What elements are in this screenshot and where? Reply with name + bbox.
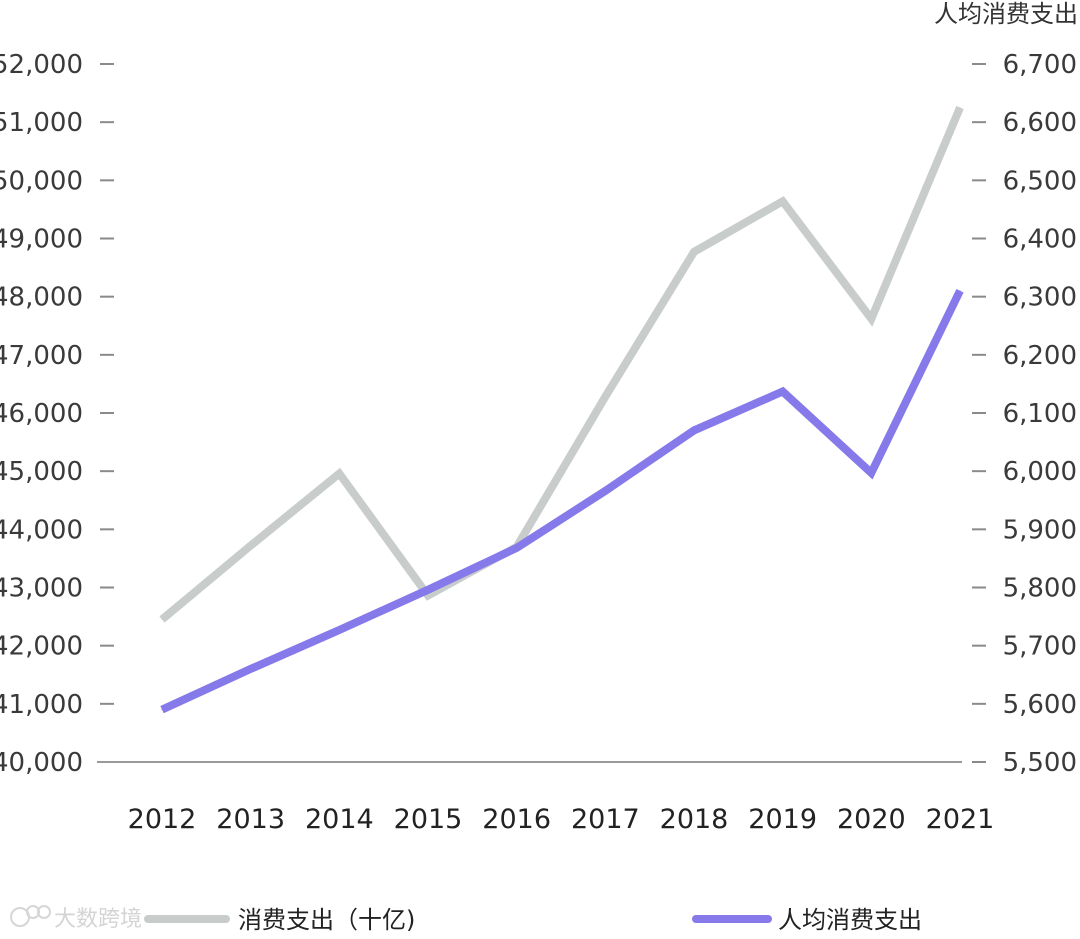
data-point-total xyxy=(693,251,695,253)
series-line-per-capita xyxy=(160,289,964,714)
data-point-per-capita xyxy=(604,490,606,492)
series-layer xyxy=(159,106,964,714)
right-tick-label: 6,600 xyxy=(1003,108,1077,138)
data-point-per-capita xyxy=(693,429,695,431)
left-tick-label: 52,000 xyxy=(0,50,83,80)
right-tick-label: 5,500 xyxy=(1003,748,1077,778)
x-tick-label: 2016 xyxy=(482,804,551,835)
data-point-total xyxy=(870,318,872,320)
right-tick-label: 6,200 xyxy=(1003,341,1077,371)
watermark-logo-icon xyxy=(10,905,51,927)
data-point-per-capita xyxy=(161,709,163,711)
legend-item-per-capita: 人均消费支出 xyxy=(692,906,922,934)
data-point-total xyxy=(250,545,252,547)
left-tick-label: 51,000 xyxy=(0,108,83,138)
x-tick-label: 2017 xyxy=(571,804,640,835)
right-tick-label: 6,100 xyxy=(1003,399,1077,429)
left-tick-label: 44,000 xyxy=(0,515,83,545)
x-tick-label: 2018 xyxy=(660,804,729,835)
x-tick-label: 2012 xyxy=(128,804,197,835)
data-point-total xyxy=(959,107,961,109)
legend-item-total: 消费支出（十亿) xyxy=(144,906,415,934)
data-point-per-capita xyxy=(782,390,784,392)
left-tick-label: 43,000 xyxy=(0,574,83,604)
data-point-per-capita xyxy=(427,589,429,591)
series-line-total xyxy=(159,106,964,623)
right-tick-label: 6,400 xyxy=(1003,225,1077,255)
right-tick-label: 6,300 xyxy=(1003,283,1077,313)
right-tick-label: 5,900 xyxy=(1003,515,1077,545)
watermark-text: 大数跨境 xyxy=(54,907,142,932)
left-tick-label: 46,000 xyxy=(0,399,83,429)
x-tick-label: 2014 xyxy=(305,804,374,835)
right-tick-label: 6,000 xyxy=(1003,457,1077,487)
x-tick-label: 2021 xyxy=(926,804,995,835)
left-tick-label: 45,000 xyxy=(0,457,83,487)
data-point-per-capita xyxy=(250,668,252,670)
legend-label-per-capita: 人均消费支出 xyxy=(778,906,922,934)
x-tick-label: 2019 xyxy=(748,804,817,835)
left-tick-label: 47,000 xyxy=(0,341,83,371)
left-tick-label: 42,000 xyxy=(0,632,83,662)
right-tick-label: 6,700 xyxy=(1003,50,1077,80)
data-point-total xyxy=(782,200,784,202)
x-axis: 2012 2013 2014 2015 2016 2017 2018 2019 2020 2021 xyxy=(128,804,995,835)
right-tick-label: 5,800 xyxy=(1003,574,1077,604)
legend: 消费支出（十亿) 人均消费支出 xyxy=(144,906,922,934)
data-point-per-capita xyxy=(338,629,340,631)
data-point-per-capita xyxy=(959,290,961,292)
data-point-total xyxy=(161,618,163,620)
x-tick-label: 2015 xyxy=(394,804,463,835)
legend-label-total: 消费支出（十亿) xyxy=(238,906,415,934)
data-point-total xyxy=(338,472,340,474)
watermark: 大数跨境 xyxy=(10,905,142,932)
right-tick-label: 5,700 xyxy=(1003,632,1077,662)
left-tick-label: 41,000 xyxy=(0,690,83,720)
left-tick-label: 48,000 xyxy=(0,283,83,313)
left-tick-label: 49,000 xyxy=(0,225,83,255)
left-axis: 40,000 41,000 42,000 43,000 44,000 45,000 46,0… xyxy=(0,50,114,778)
data-point-total xyxy=(427,595,429,597)
x-tick-label: 2020 xyxy=(837,804,906,835)
left-tick-label: 40,000 xyxy=(0,748,83,778)
x-tick-label: 2013 xyxy=(216,804,285,835)
right-axis-title: 人均消费支出 xyxy=(934,0,1078,28)
data-point-per-capita xyxy=(870,472,872,474)
right-axis: 5,500 5,600 5,700 5,800 5,900 6,000 6,100 6,200… xyxy=(972,50,1077,778)
data-point-total xyxy=(604,396,606,398)
left-tick-label: 50,000 xyxy=(0,166,83,196)
right-tick-label: 6,500 xyxy=(1003,166,1077,196)
data-point-per-capita xyxy=(516,547,518,549)
right-tick-label: 5,600 xyxy=(1003,690,1077,720)
